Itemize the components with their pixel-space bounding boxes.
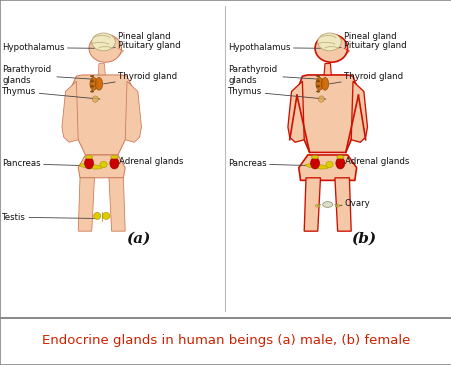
- Text: Thyroid gland: Thyroid gland: [103, 72, 177, 84]
- Polygon shape: [62, 81, 78, 142]
- Ellipse shape: [110, 158, 119, 169]
- Ellipse shape: [85, 155, 92, 159]
- Ellipse shape: [84, 158, 93, 169]
- Ellipse shape: [316, 81, 319, 82]
- Ellipse shape: [90, 76, 93, 77]
- Ellipse shape: [90, 81, 93, 82]
- Ellipse shape: [316, 76, 319, 77]
- Polygon shape: [298, 155, 356, 180]
- Text: Pineal gland: Pineal gland: [336, 32, 396, 41]
- Polygon shape: [78, 155, 125, 178]
- Polygon shape: [78, 178, 94, 231]
- Text: Thymus: Thymus: [2, 87, 100, 99]
- Polygon shape: [350, 81, 367, 142]
- Ellipse shape: [317, 33, 341, 51]
- Ellipse shape: [95, 77, 102, 90]
- Ellipse shape: [90, 77, 97, 90]
- Ellipse shape: [335, 158, 344, 169]
- Ellipse shape: [314, 34, 347, 62]
- Text: Parathyroid
glands: Parathyroid glands: [228, 65, 319, 85]
- Text: Testis: Testis: [2, 213, 97, 222]
- Ellipse shape: [89, 34, 121, 62]
- Ellipse shape: [92, 96, 98, 102]
- Ellipse shape: [102, 212, 110, 219]
- Ellipse shape: [325, 161, 332, 168]
- Polygon shape: [287, 81, 304, 142]
- Text: Hypothalamus: Hypothalamus: [2, 43, 94, 52]
- Text: Endocrine glands in human beings (a) male, (b) female: Endocrine glands in human beings (a) mal…: [42, 334, 409, 347]
- Polygon shape: [69, 75, 134, 155]
- Ellipse shape: [310, 158, 319, 169]
- Text: Pancreas: Pancreas: [2, 160, 91, 168]
- Polygon shape: [323, 64, 331, 75]
- Ellipse shape: [336, 155, 343, 159]
- Polygon shape: [334, 178, 350, 231]
- Text: Pineal gland: Pineal gland: [110, 32, 170, 41]
- Ellipse shape: [322, 201, 332, 207]
- Text: Thymus: Thymus: [228, 87, 325, 99]
- Ellipse shape: [92, 33, 115, 51]
- Polygon shape: [109, 178, 125, 231]
- Ellipse shape: [318, 96, 323, 102]
- Ellipse shape: [316, 86, 319, 87]
- Ellipse shape: [335, 204, 339, 207]
- Ellipse shape: [316, 91, 319, 92]
- Ellipse shape: [315, 204, 319, 207]
- Ellipse shape: [90, 86, 93, 87]
- Text: Pancreas: Pancreas: [228, 160, 316, 168]
- Text: Adrenal glands: Adrenal glands: [340, 157, 408, 166]
- Polygon shape: [125, 81, 141, 142]
- Text: Pituitary gland: Pituitary gland: [105, 41, 180, 50]
- Ellipse shape: [79, 164, 102, 169]
- Text: Parathyroid
glands: Parathyroid glands: [2, 65, 94, 85]
- Text: (b): (b): [350, 232, 376, 246]
- Ellipse shape: [304, 164, 328, 169]
- Ellipse shape: [321, 77, 328, 90]
- Ellipse shape: [93, 212, 101, 219]
- Text: Thyroid gland: Thyroid gland: [329, 72, 402, 84]
- Text: Adrenal glands: Adrenal glands: [114, 157, 183, 166]
- Ellipse shape: [311, 155, 318, 159]
- Text: Pituitary gland: Pituitary gland: [331, 41, 406, 50]
- Ellipse shape: [100, 161, 107, 168]
- Polygon shape: [304, 178, 320, 231]
- Ellipse shape: [315, 77, 322, 90]
- Polygon shape: [296, 75, 358, 153]
- Ellipse shape: [110, 155, 118, 159]
- Polygon shape: [98, 64, 105, 75]
- Ellipse shape: [90, 91, 93, 92]
- Text: Ovary: Ovary: [337, 199, 370, 208]
- Text: Hypothalamus: Hypothalamus: [228, 43, 320, 52]
- Text: (a): (a): [125, 232, 150, 246]
